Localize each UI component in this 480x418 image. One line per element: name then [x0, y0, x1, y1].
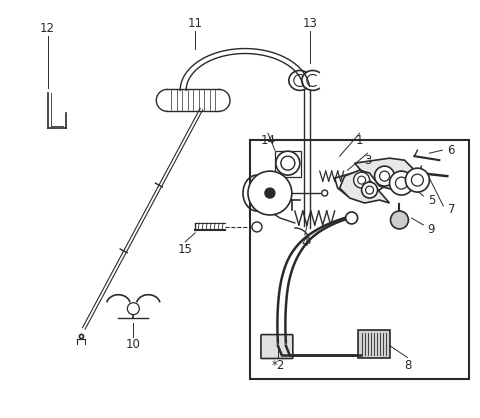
Text: 10: 10 [126, 338, 141, 351]
Text: 12: 12 [40, 22, 55, 35]
Text: 8: 8 [404, 359, 411, 372]
Circle shape [366, 186, 373, 194]
Circle shape [281, 156, 295, 170]
Text: 13: 13 [302, 17, 317, 30]
Circle shape [389, 171, 413, 195]
Text: 6: 6 [447, 144, 455, 157]
Circle shape [380, 171, 389, 181]
Text: 14: 14 [261, 134, 276, 147]
Polygon shape [340, 158, 414, 203]
Circle shape [248, 171, 292, 215]
Circle shape [252, 222, 262, 232]
Circle shape [127, 303, 139, 315]
Circle shape [396, 177, 408, 189]
Circle shape [391, 211, 408, 229]
Text: 9: 9 [428, 224, 435, 237]
Circle shape [322, 190, 328, 196]
Circle shape [361, 182, 378, 198]
Circle shape [346, 212, 358, 224]
Text: 15: 15 [178, 243, 192, 256]
Circle shape [411, 174, 423, 186]
FancyBboxPatch shape [261, 334, 293, 359]
Text: 3: 3 [364, 154, 371, 167]
Circle shape [374, 166, 395, 186]
Text: 4: 4 [301, 237, 309, 250]
Circle shape [358, 176, 366, 184]
Bar [275, 151, 301, 177]
Bar [358, 330, 389, 357]
Text: 11: 11 [188, 17, 203, 30]
Circle shape [354, 172, 370, 188]
Circle shape [406, 168, 430, 192]
Text: 5: 5 [428, 194, 435, 206]
Text: 7: 7 [447, 204, 455, 217]
Circle shape [265, 188, 275, 198]
Text: 1: 1 [356, 134, 363, 147]
Bar [250, 140, 469, 380]
Circle shape [276, 151, 300, 175]
Text: *2: *2 [271, 359, 285, 372]
